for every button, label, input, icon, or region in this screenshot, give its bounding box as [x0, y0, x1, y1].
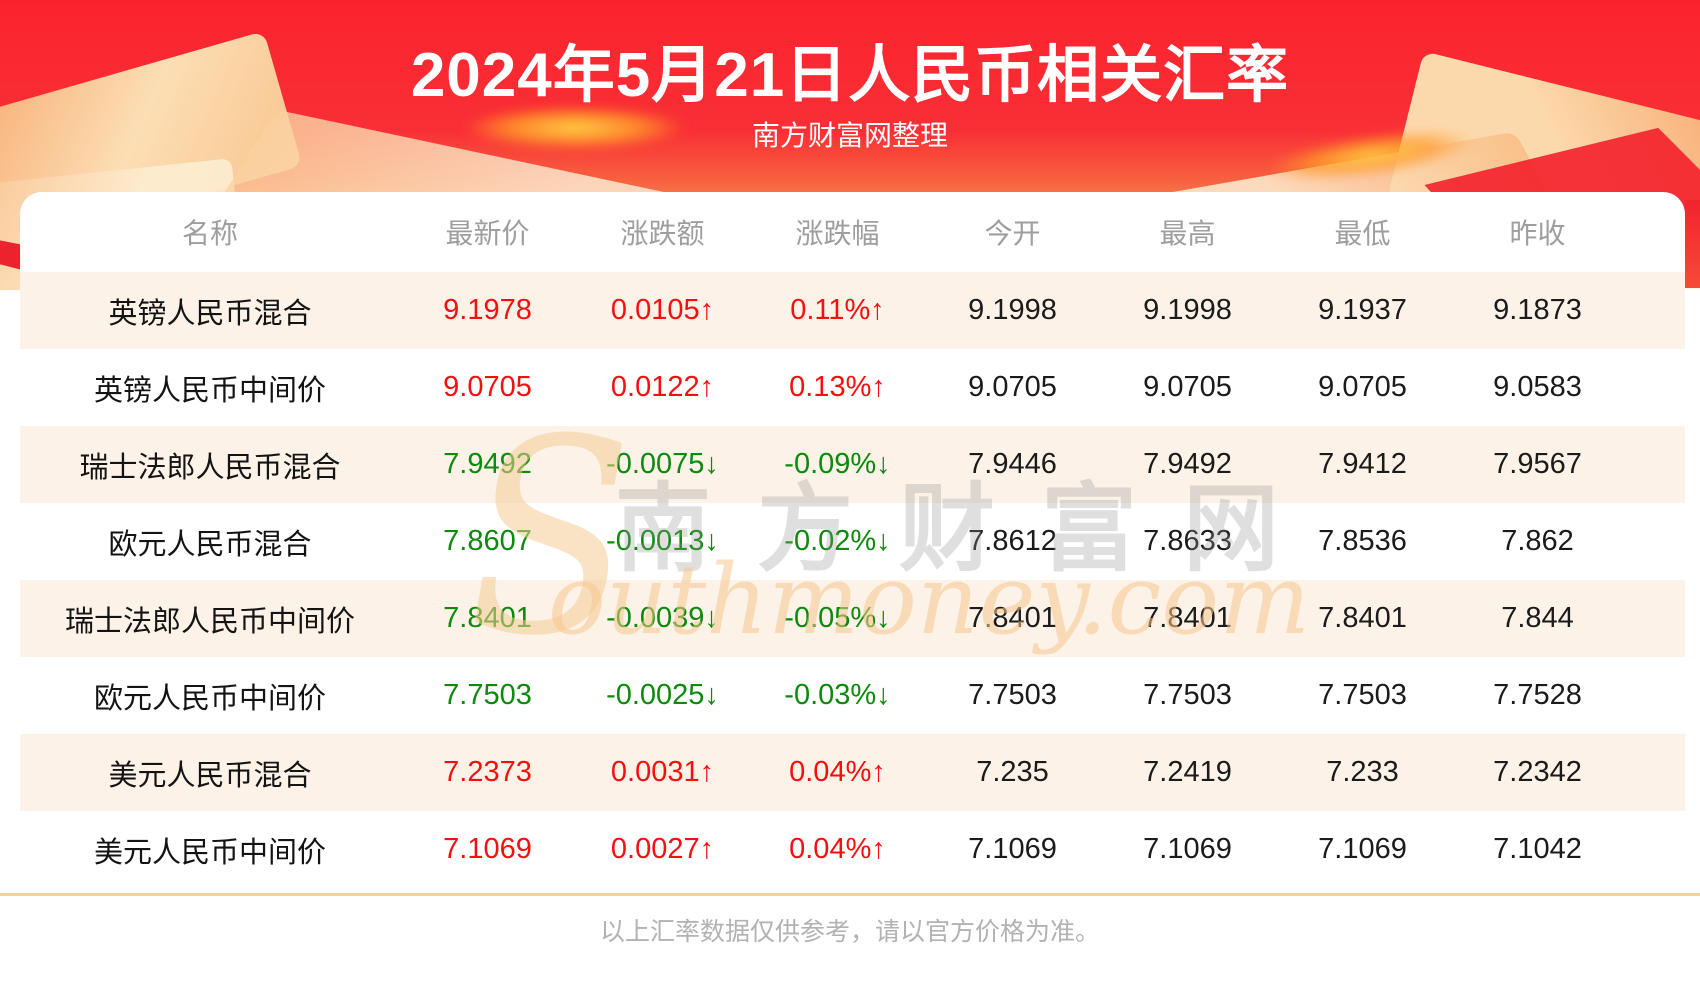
cell-low: 7.1069 [1318, 833, 1407, 865]
cell-name: 欧元人民币混合 [108, 528, 312, 561]
cell-change: 0.0031↑ [610, 756, 715, 788]
cell-name: 瑞士法郎人民币中间价 [64, 605, 355, 638]
cell-change: 0.0027↑ [610, 833, 715, 865]
table-row: 英镑人民币中间价 9.0705 0.0122↑ 0.13%↑ 9.0705 9.0705 9… [20, 349, 1685, 426]
cell-pct: -0.09%↓ [784, 448, 891, 480]
cell-open: 7.235 [976, 756, 1049, 788]
disclaimer-text: 以上汇率数据仅供参考，请以官方价格为准。 [599, 918, 1100, 946]
cell-open: 9.1998 [968, 294, 1057, 326]
cell-pct: -0.02%↓ [784, 525, 891, 557]
page-title: 2024年5月21日人民币相关汇率 [410, 41, 1290, 110]
column-header-low: 最低 [1334, 218, 1391, 249]
cell-latest: 9.0705 [443, 371, 532, 403]
cell-prev: 7.1042 [1493, 833, 1582, 865]
cell-latest: 7.8401 [443, 602, 532, 634]
cell-change: -0.0039↓ [606, 602, 719, 634]
table-row: 瑞士法郎人民币中间价 7.8401 -0.0039↓ -0.05%↓ 7.8401 7.8… [20, 580, 1685, 657]
cell-low: 7.8401 [1318, 602, 1407, 634]
cell-prev: 7.862 [1501, 525, 1574, 557]
cell-low: 7.9412 [1318, 448, 1407, 480]
column-header-change: 涨跌额 [620, 218, 705, 249]
table-row: 美元人民币中间价 7.1069 0.0027↑ 0.04%↑ 7.1069 7.1069 7… [20, 811, 1685, 888]
cell-low: 9.0705 [1318, 371, 1407, 403]
cell-open: 7.8401 [968, 602, 1057, 634]
cell-open: 7.7503 [968, 679, 1057, 711]
cell-open: 7.9446 [968, 448, 1057, 480]
cell-prev: 7.9567 [1493, 448, 1582, 480]
cell-low: 7.8536 [1318, 525, 1407, 557]
cell-latest: 7.7503 [443, 679, 532, 711]
cell-open: 7.8612 [968, 525, 1057, 557]
rates-table-card: 名称 最新价 涨跌额 涨跌幅 今开 最高 最低 昨收 英镑人民币混合 9.1978 0.0105↑… [20, 192, 1685, 889]
cell-change: -0.0013↓ [606, 525, 719, 557]
cell-high: 9.1998 [1143, 294, 1232, 326]
cell-low: 7.233 [1326, 756, 1399, 788]
cell-high: 7.7503 [1143, 679, 1232, 711]
cell-name: 美元人民币中间价 [93, 836, 326, 869]
cell-prev: 7.7528 [1493, 679, 1582, 711]
cell-latest: 7.9492 [443, 448, 532, 480]
table-row: 欧元人民币中间价 7.7503 -0.0025↓ -0.03%↓ 7.7503 7.750… [20, 657, 1685, 734]
cell-high: 7.2419 [1143, 756, 1232, 788]
table-row: 瑞士法郎人民币混合 7.9492 -0.0075↓ -0.09%↓ 7.9446 7.94… [20, 426, 1685, 503]
table-body: 英镑人民币混合 9.1978 0.0105↑ 0.11%↑ 9.1998 9.1998 9.… [20, 272, 1685, 888]
column-header-open: 今开 [984, 218, 1041, 249]
cell-name: 英镑人民币中间价 [93, 374, 326, 407]
column-header-prev: 昨收 [1509, 218, 1566, 249]
cell-pct: -0.03%↓ [784, 679, 891, 711]
cell-high: 7.8633 [1143, 525, 1232, 557]
column-header-pct: 涨跌幅 [795, 218, 880, 249]
table-row: 欧元人民币混合 7.8607 -0.0013↓ -0.02%↓ 7.8612 7.8633… [20, 503, 1685, 580]
cell-low: 9.1937 [1318, 294, 1407, 326]
table-header-row: 名称 最新价 涨跌额 涨跌幅 今开 最高 最低 昨收 [20, 192, 1685, 272]
cell-change: -0.0075↓ [606, 448, 719, 480]
column-header-high: 最高 [1159, 218, 1216, 249]
cell-latest: 7.8607 [443, 525, 532, 557]
table-row: 美元人民币混合 7.2373 0.0031↑ 0.04%↑ 7.235 7.2419 7.2… [20, 734, 1685, 811]
cell-latest: 9.1978 [443, 294, 532, 326]
cell-pct: -0.05%↓ [784, 602, 891, 634]
cell-high: 7.9492 [1143, 448, 1232, 480]
cell-prev: 9.1873 [1493, 294, 1582, 326]
cell-open: 9.0705 [968, 371, 1057, 403]
page-subtitle: 南方财富网整理 [751, 120, 948, 151]
cell-pct: 0.04%↑ [789, 833, 886, 865]
cell-open: 7.1069 [968, 833, 1057, 865]
cell-pct: 0.13%↑ [789, 371, 886, 403]
table-row: 英镑人民币混合 9.1978 0.0105↑ 0.11%↑ 9.1998 9.1998 9.… [20, 272, 1685, 349]
cell-high: 7.1069 [1143, 833, 1232, 865]
cell-name: 瑞士法郎人民币混合 [79, 451, 341, 484]
cell-pct: 0.04%↑ [789, 756, 886, 788]
cell-latest: 7.1069 [443, 833, 532, 865]
cell-high: 9.0705 [1143, 371, 1232, 403]
cell-low: 7.7503 [1318, 679, 1407, 711]
cell-change: 0.0105↑ [610, 294, 715, 326]
cell-latest: 7.2373 [443, 756, 532, 788]
footer-divider [0, 893, 1700, 896]
cell-name: 欧元人民币中间价 [93, 682, 326, 715]
cell-prev: 9.0583 [1493, 371, 1582, 403]
cell-name: 英镑人民币混合 [108, 297, 312, 330]
column-header-name: 名称 [181, 218, 238, 249]
cell-pct: 0.11%↑ [790, 294, 885, 326]
cell-name: 美元人民币混合 [108, 759, 312, 792]
cell-prev: 7.844 [1501, 602, 1574, 634]
column-header-latest: 最新价 [445, 218, 530, 249]
cell-change: 0.0122↑ [610, 371, 715, 403]
cell-high: 7.8401 [1143, 602, 1232, 634]
cell-prev: 7.2342 [1493, 756, 1582, 788]
cell-change: -0.0025↓ [606, 679, 719, 711]
